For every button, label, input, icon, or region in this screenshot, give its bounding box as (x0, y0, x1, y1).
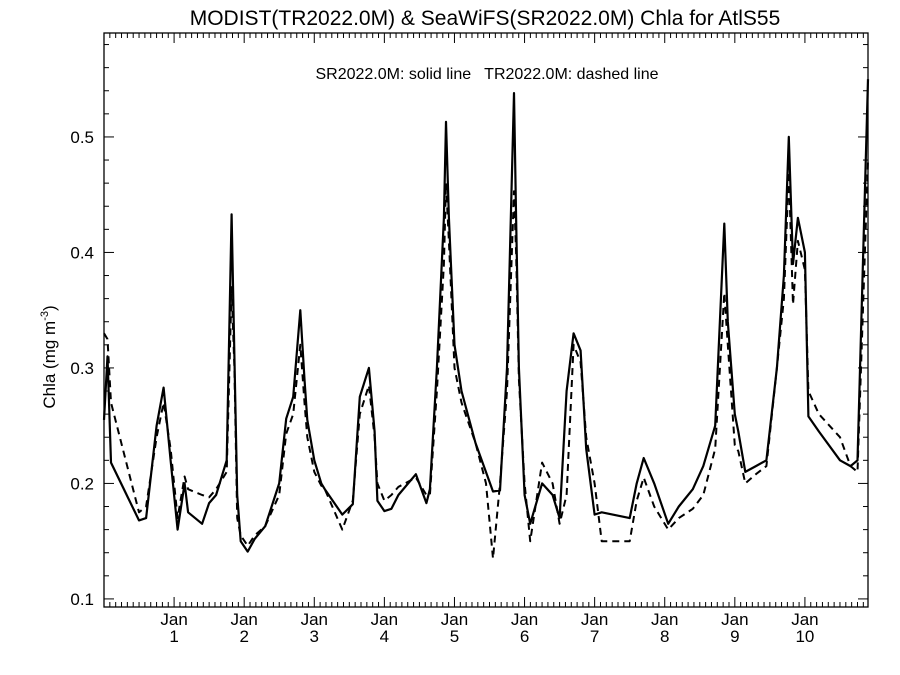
x-tick-year-label: 9 (730, 627, 739, 646)
x-tick-month-label: Jan (511, 610, 538, 629)
y-axis-label-main: Chla (mg m (40, 321, 59, 409)
x-tick-year-label: 5 (450, 627, 459, 646)
y-tick-label: 0.3 (70, 359, 94, 378)
x-tick-year-label: 4 (380, 627, 389, 646)
x-tick-year-label: 10 (795, 627, 814, 646)
y-axis-label: Chla (mg m-3) (39, 305, 59, 408)
series-line-tr2022-dashed (103, 159, 869, 560)
x-tick-month-label: Jan (160, 610, 187, 629)
y-tick-label: 0.5 (70, 128, 94, 147)
x-tick-month-label: Jan (230, 610, 257, 629)
y-tick-label: 0.2 (70, 474, 94, 493)
x-tick-year-label: 6 (520, 627, 529, 646)
y-tick-label: 0.4 (70, 243, 94, 262)
x-tick-month-label: Jan (791, 610, 818, 629)
y-tick-label: 0.1 (70, 590, 94, 609)
x-tick-month-label: Jan (371, 610, 398, 629)
x-tick-month-label: Jan (721, 610, 748, 629)
plot-area: 0.10.20.30.40.5Jan1Jan2Jan3Jan4Jan5Jan6J… (70, 33, 870, 646)
plot-frame (103, 32, 869, 608)
x-tick-month-label: Jan (581, 610, 608, 629)
x-tick-month-label: Jan (301, 610, 328, 629)
x-tick-year-label: 1 (169, 627, 178, 646)
chart-title: MODIST(TR2022.0M) & SeaWiFS(SR2022.0M) C… (190, 7, 781, 30)
y-axis-label-close: ) (40, 305, 59, 311)
y-axis-label-sup: -3 (39, 311, 51, 321)
legend-text: SR2022.0M: solid line TR2022.0M: dashed … (315, 66, 658, 83)
x-tick-year-label: 7 (590, 627, 599, 646)
x-tick-year-label: 3 (310, 627, 319, 646)
series-line-sr2022-solid (102, 79, 870, 553)
x-tick-month-label: Jan (651, 610, 678, 629)
x-tick-year-label: 8 (660, 627, 669, 646)
x-tick-year-label: 2 (239, 627, 248, 646)
x-tick-month-label: Jan (441, 610, 468, 629)
